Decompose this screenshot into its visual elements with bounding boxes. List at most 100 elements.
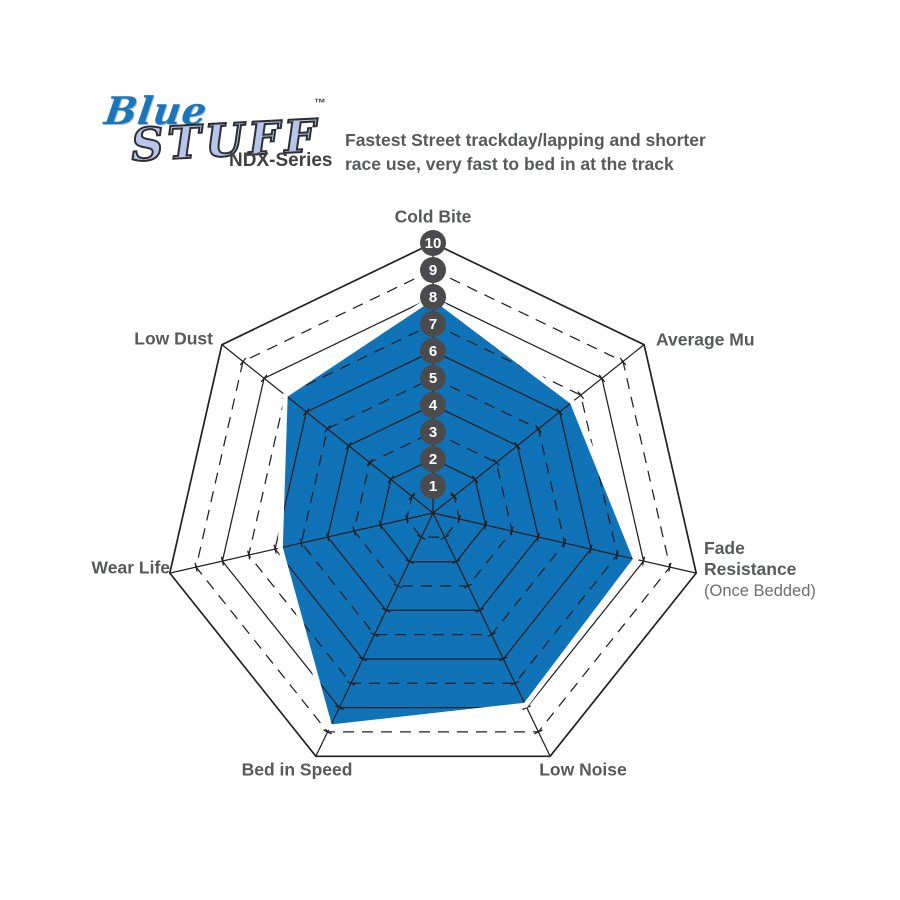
fade-resistance-main: Fade Resistance xyxy=(704,538,797,579)
axis-tick xyxy=(366,458,373,467)
scale-badge-label-9: 9 xyxy=(429,262,437,279)
axis-tick xyxy=(598,374,606,383)
scale-badge-1 xyxy=(420,473,446,499)
grid-ring-5 xyxy=(300,377,566,636)
axis-tick xyxy=(589,544,593,554)
scale-badge-8 xyxy=(420,284,446,310)
axis-tick xyxy=(619,357,627,366)
axis-label-fade-resistance: Fade Resistance (Once Bedded) xyxy=(704,538,824,602)
axis-tick xyxy=(522,705,532,711)
axis-tick xyxy=(370,632,379,638)
data-polygon-halo xyxy=(277,293,639,730)
axis-label-low-noise: Low Noise xyxy=(539,759,627,780)
axis-tick xyxy=(440,534,450,540)
axis-label-cold-bite: Cold Bite xyxy=(394,206,472,227)
axis-tick xyxy=(563,538,567,548)
axis-tick xyxy=(535,424,542,433)
axis-tick xyxy=(475,607,485,613)
axis-tick xyxy=(450,492,458,501)
axis-tick xyxy=(247,550,251,560)
axis-tick xyxy=(352,526,356,536)
axis-tick xyxy=(484,520,488,530)
axis-tick xyxy=(416,534,426,540)
axis-tick xyxy=(334,705,344,711)
axis-tick xyxy=(510,526,514,536)
axis-tick xyxy=(358,656,368,662)
axis-tick xyxy=(393,583,403,589)
axis-tick xyxy=(498,656,508,662)
scale-badge-10 xyxy=(420,230,446,256)
axis-tick xyxy=(239,357,247,366)
tagline-line-2: race use, very fast to bed in at the tra… xyxy=(345,154,674,174)
scale-badge-label-6: 6 xyxy=(429,343,437,360)
axis-tick xyxy=(220,556,225,566)
axis-tick xyxy=(381,607,391,613)
tagline-line-1: Fastest Street trackday/lapping and shor… xyxy=(345,130,706,150)
fade-resistance-sub: (Once Bedded) xyxy=(704,582,816,600)
scale-badge-label-10: 10 xyxy=(425,235,442,252)
scale-badge-label-3: 3 xyxy=(429,424,437,441)
axis-tick xyxy=(452,559,461,565)
grid-ring-7 xyxy=(248,323,618,684)
axis-tick xyxy=(346,680,356,686)
axis-tick xyxy=(534,729,543,735)
axis-label-low-dust: Low Dust xyxy=(134,328,213,349)
axis-tick xyxy=(536,532,540,542)
axis-tick xyxy=(405,514,409,524)
product-tagline: Fastest Street trackday/lapping and shor… xyxy=(345,128,735,176)
grid-ring-6 xyxy=(274,350,592,660)
grid-ring-8 xyxy=(221,296,645,709)
axis-tick xyxy=(577,391,585,400)
axis-tick xyxy=(641,556,646,566)
axis-label-wear-life: Wear Life xyxy=(91,557,170,578)
axis-label-bed-in-speed: Bed in Speed xyxy=(241,759,353,780)
axis-tick xyxy=(194,562,198,572)
axis-tick xyxy=(615,550,619,560)
scale-badge-4 xyxy=(420,392,446,418)
axis-tick xyxy=(260,374,268,383)
axis-tick xyxy=(273,544,277,554)
axis-tick xyxy=(514,441,521,450)
scale-badge-label-2: 2 xyxy=(429,451,437,468)
grid-ring-4 xyxy=(327,404,539,611)
axis-tick xyxy=(303,408,310,416)
axis-tick xyxy=(324,424,331,433)
scale-badge-2 xyxy=(420,446,446,472)
trademark-symbol: ™ xyxy=(314,96,326,110)
axis-label-average-mu: Average Mu xyxy=(656,329,755,350)
axis-tick xyxy=(668,562,672,572)
axis-tick xyxy=(457,514,461,524)
scale-badge-label-4: 4 xyxy=(429,397,438,414)
axis-tick xyxy=(487,632,496,638)
axis-tick xyxy=(510,680,520,686)
grid-ring-10 xyxy=(168,242,698,758)
scale-badge-label-1: 1 xyxy=(429,478,437,495)
axis-tick xyxy=(326,532,330,542)
scale-badge-7 xyxy=(420,311,446,337)
axis-tick xyxy=(493,458,500,467)
axis-tick xyxy=(378,520,382,530)
axis-tick xyxy=(387,475,395,484)
axis-tick xyxy=(405,559,414,565)
scale-badge-5 xyxy=(420,365,446,391)
grid-ring-2 xyxy=(379,458,487,563)
axis-tick xyxy=(556,408,563,416)
scale-badge-6 xyxy=(420,338,446,364)
scale-badge-9 xyxy=(420,257,446,283)
axis-tick xyxy=(323,729,332,735)
axis-tick xyxy=(299,538,303,548)
axis-tick xyxy=(408,492,416,501)
series-name: NDX-Series xyxy=(229,150,333,171)
axis-tick xyxy=(471,475,479,484)
bluestuff-logo: Blue ™ STUFF xyxy=(97,88,337,195)
axis-tick xyxy=(345,441,352,450)
grid-ring-3 xyxy=(353,431,513,587)
grid-ring-1 xyxy=(406,485,460,538)
scale-badge-label-5: 5 xyxy=(429,370,437,387)
axis-tick xyxy=(463,583,473,589)
scale-badge-label-8: 8 xyxy=(429,289,437,306)
scale-badge-3 xyxy=(420,419,446,445)
scale-badge-label-7: 7 xyxy=(429,316,437,333)
